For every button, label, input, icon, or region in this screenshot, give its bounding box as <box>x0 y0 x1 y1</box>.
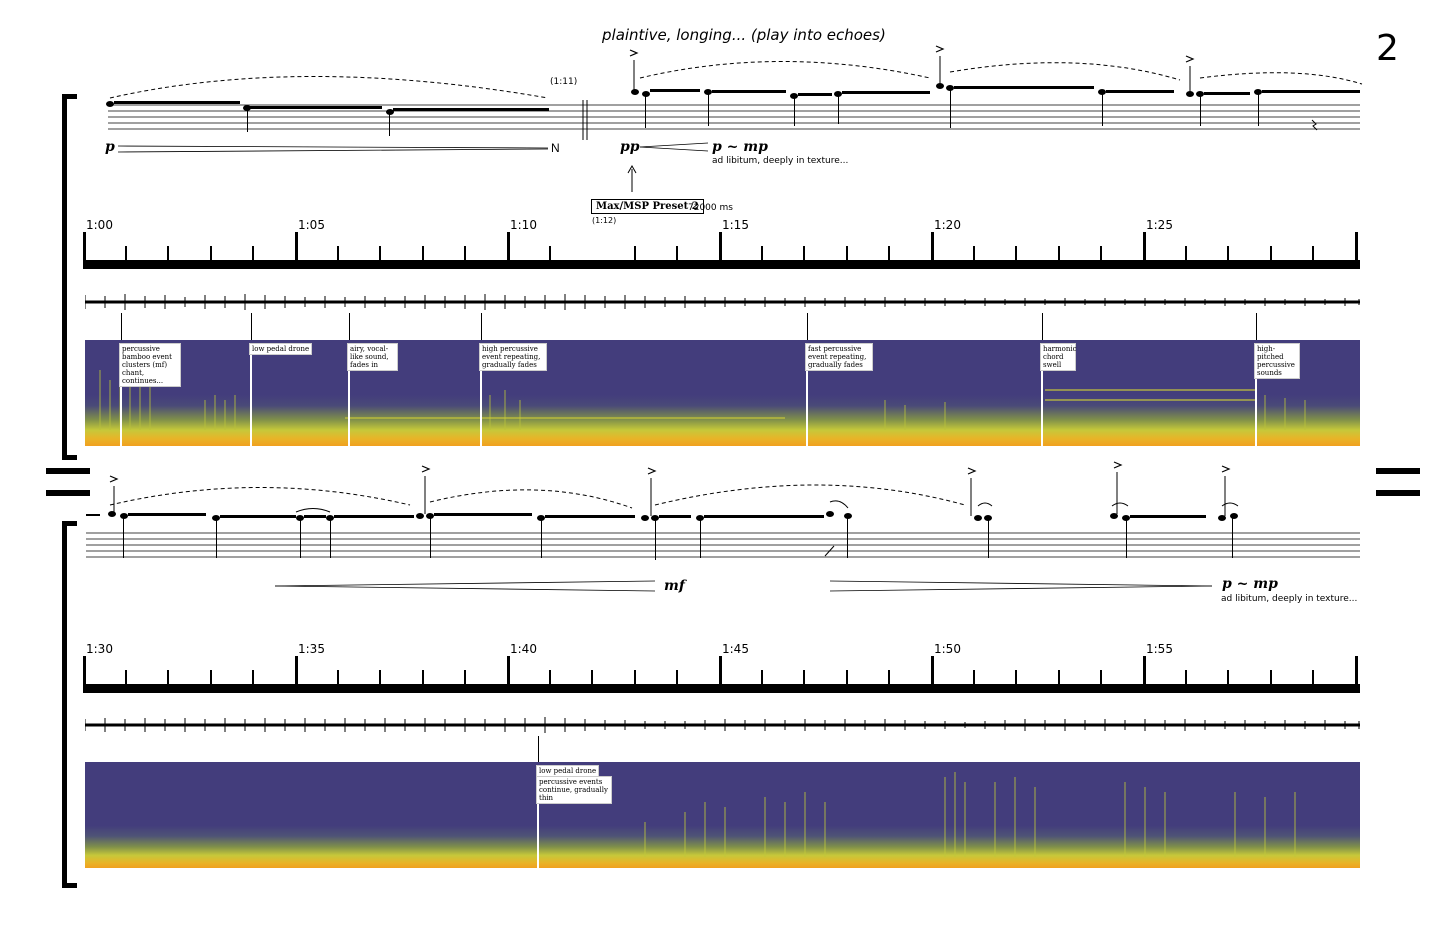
annotation-marker <box>480 368 482 446</box>
system1-waveform <box>85 294 1360 310</box>
texture-note: ad libitum, deeply in texture... <box>712 156 849 166</box>
system1-spectrogram <box>85 340 1360 446</box>
annotation-fast-percussive: fast percussive event repeating, gradual… <box>805 343 873 371</box>
up-arrow-icon <box>627 165 637 192</box>
timeline-label: 1:15 <box>722 218 749 232</box>
system2-spectrogram-detail <box>644 772 1296 857</box>
dynamic-p-mp-2: p ~ mp <box>1222 576 1278 592</box>
annotation-high-pitched: high-pitched percussive sounds <box>1254 343 1300 379</box>
annotation-leader <box>481 313 482 340</box>
timeline-label: 1:10 <box>510 218 537 232</box>
preset-duration: 72000 ms <box>688 203 733 213</box>
crescendo-hairpin-2 <box>275 580 656 592</box>
dynamic-p-mp: p ~ mp <box>712 139 768 155</box>
timeline-label: 1:00 <box>86 218 113 232</box>
expression-marking: plaintive, longing... (play into echoes) <box>602 26 886 44</box>
timeline-label: 1:45 <box>722 642 749 656</box>
decrescendo-hairpin-2 <box>830 580 1213 592</box>
crescendo-hairpin <box>640 142 709 152</box>
annotation-leader <box>1256 313 1257 340</box>
system1-spectrogram-detail <box>99 365 1306 430</box>
system-separator-left-bottom <box>46 490 90 496</box>
annotation-leader <box>121 313 122 340</box>
system2-timeline-ruler <box>83 656 1360 693</box>
annotation-percussive-continue: percussive events continue, gradually th… <box>536 776 612 804</box>
annotation-marker <box>537 795 539 868</box>
system1-bracket <box>62 94 77 460</box>
annotation-marker <box>806 368 808 446</box>
decrescendo-hairpin <box>118 145 549 153</box>
dynamic-pp: pp <box>620 139 640 155</box>
timeline-label: 1:35 <box>298 642 325 656</box>
texture-note-2: ad libitum, deeply in texture... <box>1221 594 1358 604</box>
annotation-leader <box>538 736 539 762</box>
system-separator-left-top <box>46 468 90 474</box>
annotation-leader <box>807 313 808 340</box>
dynamic-niente: N <box>551 141 560 155</box>
annotation-airy-vocal: airy, vocal-like sound, fades in <box>347 343 398 371</box>
system1-staff <box>106 45 1363 140</box>
dynamic-mf: mf <box>664 578 685 594</box>
annotation-marker <box>1255 368 1257 446</box>
annotation-leader <box>349 313 350 340</box>
annotation-marker <box>348 360 350 446</box>
annotation-marker <box>120 372 122 446</box>
timeline-label: 1:20 <box>934 218 961 232</box>
system2-waveform <box>85 717 1360 733</box>
timeline-label: 1:55 <box>1146 642 1173 656</box>
max-msp-preset-box: Max/MSP Preset 2 <box>591 199 704 214</box>
annotation-harmonic-chord: harmonic chord swell <box>1040 343 1077 371</box>
system2-spectrogram <box>85 762 1360 868</box>
system-separator-right-bottom <box>1376 490 1420 496</box>
page-number: 2 <box>1376 28 1399 69</box>
timeline-label: 1:05 <box>298 218 325 232</box>
annotation-leader <box>1042 313 1043 340</box>
preset-time: (1:12) <box>592 216 617 225</box>
annotation-low-pedal-drone: low pedal drone <box>249 343 313 355</box>
time-marker-1-11: (1:11) <box>550 77 578 87</box>
timeline-label: 1:40 <box>510 642 537 656</box>
system1-timeline-ruler <box>83 232 1360 269</box>
system2-staff <box>86 461 1360 560</box>
timeline-label: 1:25 <box>1146 218 1173 232</box>
annotation-marker <box>250 352 252 446</box>
annotation-percussive-bamboo: percussive bamboo event clusters (mf) ch… <box>119 343 181 387</box>
system2-bracket <box>62 521 77 888</box>
timeline-label: 1:50 <box>934 642 961 656</box>
timeline-label: 1:30 <box>86 642 113 656</box>
annotation-marker <box>1041 368 1043 446</box>
system-separator-right-top <box>1376 468 1420 474</box>
annotation-high-percussive: high percussive event repeating, gradual… <box>479 343 547 371</box>
dynamic-p: p <box>105 139 115 155</box>
annotation-leader <box>251 313 252 340</box>
